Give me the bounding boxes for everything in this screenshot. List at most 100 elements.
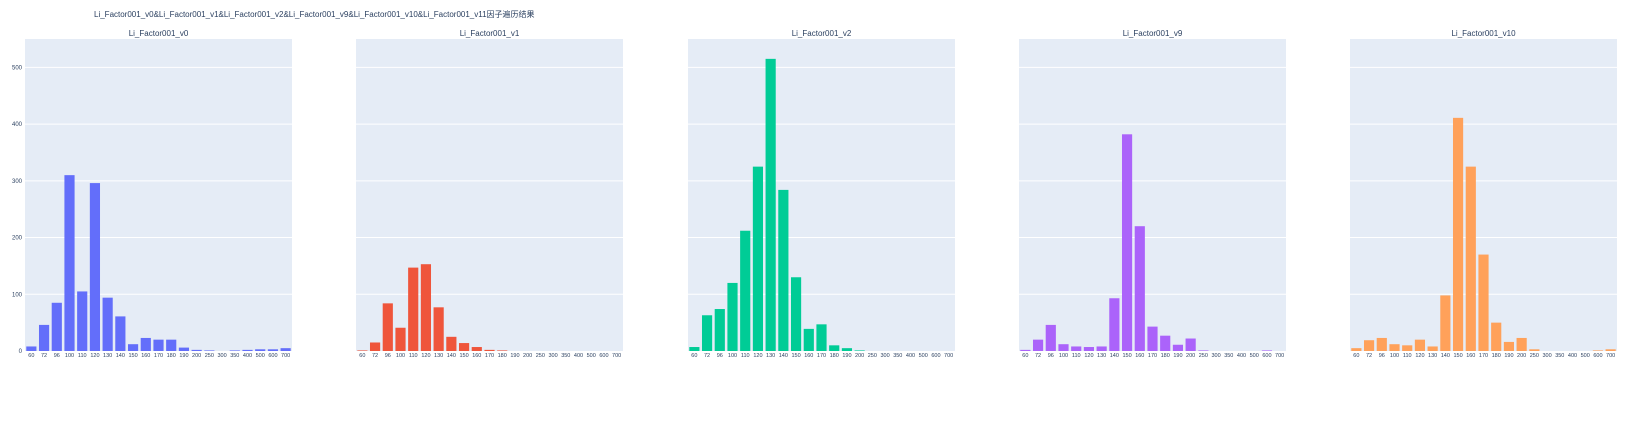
bar[interactable] <box>1440 295 1451 351</box>
x-tick-label: 300 <box>548 353 557 359</box>
bar[interactable] <box>727 282 738 351</box>
bar[interactable] <box>26 346 37 351</box>
bar[interactable] <box>89 183 101 351</box>
bar[interactable] <box>458 343 470 351</box>
bar[interactable] <box>1071 346 1082 351</box>
bar[interactable] <box>280 348 291 351</box>
bar[interactable] <box>115 316 126 351</box>
bar[interactable] <box>1198 350 1209 351</box>
bar[interactable] <box>1402 345 1413 351</box>
x-tick-label: 120 <box>90 353 99 359</box>
x-tick-label: 160 <box>141 353 150 359</box>
bar[interactable] <box>1363 340 1375 351</box>
x-tick-label: 110 <box>409 353 418 359</box>
bar[interactable] <box>229 350 240 351</box>
bar[interactable] <box>778 189 789 351</box>
bar[interactable] <box>471 347 482 351</box>
bar[interactable] <box>1058 344 1069 351</box>
bar[interactable] <box>38 324 50 351</box>
bar[interactable] <box>64 175 75 351</box>
x-tick-label: 190 <box>1173 353 1182 359</box>
bar[interactable] <box>1045 324 1056 351</box>
bar[interactable] <box>51 302 62 351</box>
bar[interactable] <box>1147 326 1158 351</box>
bar[interactable] <box>1452 117 1464 351</box>
bar[interactable] <box>1389 344 1400 351</box>
bar[interactable] <box>242 349 253 351</box>
bar[interactable] <box>689 347 700 351</box>
bar[interactable] <box>1465 166 1476 351</box>
bar[interactable] <box>1592 350 1604 351</box>
bar[interactable] <box>1427 346 1438 351</box>
bar[interactable] <box>102 297 113 351</box>
bar[interactable] <box>77 291 88 351</box>
x-tick-label: 180 <box>498 353 507 359</box>
bar[interactable] <box>803 328 814 351</box>
bar[interactable] <box>191 349 202 351</box>
bar[interactable] <box>204 350 215 351</box>
bar[interactable] <box>1503 341 1515 351</box>
x-tick-label: 700 <box>944 353 953 359</box>
y-tick-label: 300 <box>12 179 23 185</box>
bar[interactable] <box>1109 298 1120 351</box>
bar[interactable] <box>714 309 725 351</box>
bar[interactable] <box>1185 338 1196 351</box>
x-tick-label: 400 <box>1237 353 1246 359</box>
bar[interactable] <box>790 277 802 351</box>
bar[interactable] <box>816 324 827 351</box>
bar[interactable] <box>140 337 151 351</box>
bar[interactable] <box>484 349 495 351</box>
bar[interactable] <box>1516 337 1527 351</box>
bar[interactable] <box>1032 339 1044 351</box>
bar[interactable] <box>1261 350 1273 351</box>
bar[interactable] <box>1491 322 1502 351</box>
bar[interactable] <box>357 350 368 351</box>
bar[interactable] <box>446 336 457 351</box>
y-tick-label: 400 <box>12 122 23 128</box>
x-tick-label: 300 <box>880 353 889 359</box>
bar[interactable] <box>1529 349 1540 351</box>
bar[interactable] <box>267 349 279 351</box>
bar[interactable] <box>829 345 840 351</box>
bar[interactable] <box>1096 346 1107 351</box>
bar[interactable] <box>408 267 419 351</box>
bar[interactable] <box>1160 335 1171 351</box>
bar[interactable] <box>1414 339 1426 351</box>
bar[interactable] <box>765 58 776 351</box>
x-tick-label: 150 <box>791 353 800 359</box>
bar[interactable] <box>1172 344 1184 351</box>
bar[interactable] <box>395 327 406 351</box>
x-tick-label: 60 <box>1353 353 1359 359</box>
bar[interactable] <box>1121 134 1133 351</box>
bar[interactable] <box>1351 348 1362 351</box>
x-tick-label: 170 <box>485 353 494 359</box>
bar[interactable] <box>166 339 177 351</box>
x-tick-label: 72 <box>372 353 378 359</box>
bar[interactable] <box>178 347 190 351</box>
bar[interactable] <box>433 307 444 351</box>
bar[interactable] <box>382 303 393 351</box>
x-tick-label: 200 <box>855 353 864 359</box>
bar[interactable] <box>752 166 764 351</box>
bar[interactable] <box>153 339 164 351</box>
bar[interactable] <box>1605 349 1616 351</box>
bar[interactable] <box>1020 349 1031 351</box>
bar[interactable] <box>841 348 853 351</box>
bar[interactable] <box>497 350 508 351</box>
y-tick-label: 500 <box>12 65 23 71</box>
bar[interactable] <box>127 344 139 351</box>
bar[interactable] <box>369 342 381 351</box>
bar[interactable] <box>1083 347 1095 351</box>
bar[interactable] <box>1376 337 1387 351</box>
bar[interactable] <box>701 315 713 351</box>
x-tick-label: 350 <box>561 353 570 359</box>
bar[interactable] <box>420 264 432 351</box>
x-tick-label: 110 <box>1403 353 1412 359</box>
bar[interactable] <box>854 350 865 351</box>
bar[interactable] <box>255 349 266 351</box>
bar[interactable] <box>1478 254 1489 351</box>
subplot-5: Li_Factor001_v10 60 72 96 100 110 120 130 140 150… <box>1350 29 1617 359</box>
x-tick-label: 130 <box>1428 353 1437 359</box>
bar[interactable] <box>1134 226 1145 351</box>
bar[interactable] <box>740 230 751 351</box>
